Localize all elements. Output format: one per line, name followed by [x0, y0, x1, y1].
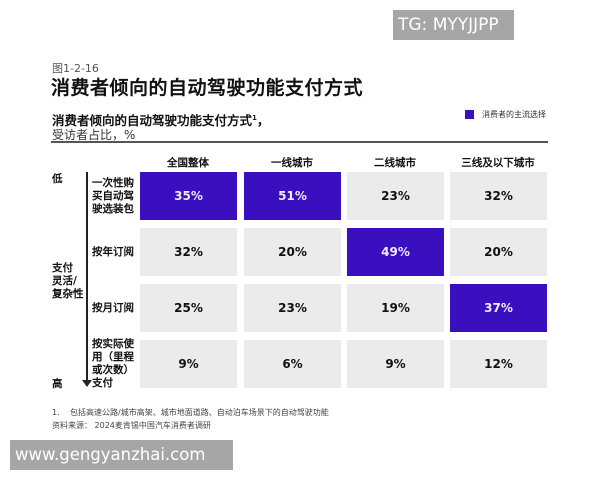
column-header: 二线城市 [374, 157, 416, 169]
chart-subtitle-text: 消费者倾向的自动驾驶功能支付方式 [52, 113, 253, 128]
column-header: 一线城市 [271, 157, 313, 169]
chart-unit: 受访者占比，% [52, 128, 136, 142]
figure-number: 图1-2-16 [52, 62, 99, 75]
page-title: 消费者倾向的自动驾驶功能支付方式 [51, 77, 364, 99]
table-cell: 25% [140, 284, 237, 332]
axis-title-line: 灵活/ [52, 275, 77, 287]
row-label-line: 买自动驾 [92, 189, 134, 202]
legend-swatch-icon [465, 110, 474, 119]
table-cell: 6% [244, 340, 341, 388]
row-label: 一次性购 买自动驾 驶选装包 [92, 172, 136, 220]
row-label-line: 驶选装包 [92, 202, 134, 215]
chart-subtitle: 消费者倾向的自动驾驶功能支付方式1， [52, 110, 269, 129]
table-cell: 9% [140, 340, 237, 388]
row-label-line: 按实际使 [92, 338, 134, 350]
row-label-line: 按月订阅 [92, 301, 134, 314]
watermark-top: TG: MYYJJPP [393, 10, 514, 40]
footnote-marker: 1 [252, 113, 257, 122]
table-cell: 32% [140, 228, 237, 276]
axis-title: 支付 灵活/ 复杂性 [52, 262, 84, 301]
chart-subtitle-suffix: ， [256, 113, 270, 128]
row-label: 按年订阅 [92, 228, 136, 276]
table-cell: 19% [347, 284, 444, 332]
axis-line [86, 172, 88, 382]
row-label-line: 支付 [92, 377, 113, 389]
table-cell: 23% [244, 284, 341, 332]
table-cell: 35% [140, 172, 237, 220]
axis-title-line: 复杂性 [52, 288, 84, 300]
footnote-text: 包括高速公路/城市高架、城市地面道路、自动泊车场景下的自动驾驶功能 [70, 408, 329, 417]
table-cell: 32% [450, 172, 547, 220]
table-cell: 51% [244, 172, 341, 220]
row-label-line: 一次性购 [92, 176, 134, 189]
legend-label: 消费者的主流选择 [482, 110, 546, 119]
table-cell: 20% [244, 228, 341, 276]
watermark-bottom: www.gengyanzhai.com [10, 440, 233, 470]
arrow-down-icon [82, 380, 92, 387]
footnote: 1. 包括高速公路/城市高架、城市地面道路、自动泊车场景下的自动驾驶功能 [52, 407, 329, 418]
axis-title-line: 支付 [52, 262, 73, 274]
source-note: 资料来源： 2024麦肯锡中国汽车消费者调研 [52, 421, 211, 430]
table-cell: 23% [347, 172, 444, 220]
row-label: 按月订阅 [92, 284, 136, 332]
table-cell: 12% [450, 340, 547, 388]
row-label-line: 用（里程 [92, 351, 134, 363]
header-divider [51, 141, 548, 143]
axis-high-label: 高 [52, 378, 63, 390]
row-label: 按实际使 用（里程 或次数） 支付 [92, 338, 136, 389]
table-cell: 20% [450, 228, 547, 276]
footnote-number: 1. [52, 408, 60, 417]
table-cell: 49% [347, 228, 444, 276]
column-header: 全国整体 [167, 157, 209, 169]
row-label-line: 或次数） [92, 364, 134, 376]
legend: 消费者的主流选择 [465, 109, 546, 120]
table-cell: 37% [450, 284, 547, 332]
watermark-top-text: TG: MYYJJPP [398, 15, 499, 35]
watermark-bottom-text: www.gengyanzhai.com [15, 445, 206, 464]
row-label-line: 按年订阅 [92, 245, 134, 258]
column-header: 三线及以下城市 [461, 157, 535, 169]
axis-low-label: 低 [52, 173, 63, 185]
table-cell: 9% [347, 340, 444, 388]
